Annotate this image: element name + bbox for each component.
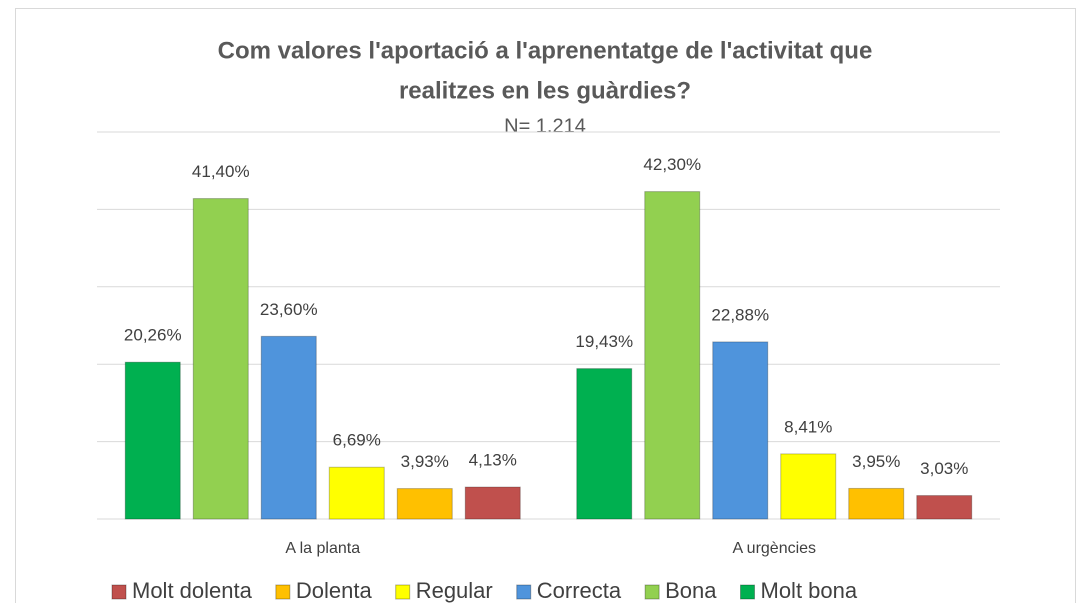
bar — [328, 466, 385, 520]
bar — [780, 453, 837, 520]
bar — [576, 368, 633, 520]
chart-title: realitzes en les guàrdies? — [399, 77, 691, 104]
data-label: 23,60% — [260, 300, 318, 319]
data-label: 41,40% — [192, 162, 250, 181]
data-label: 8,41% — [784, 417, 832, 436]
legend-label: Correcta — [537, 578, 622, 603]
data-label: 22,88% — [711, 305, 769, 324]
bar — [192, 198, 249, 520]
chart-title: Com valores l'aportació a l'aprenentatge… — [218, 37, 873, 64]
legend-swatch — [275, 584, 291, 600]
bar — [124, 361, 181, 520]
data-label: 3,95% — [852, 452, 900, 471]
bar — [644, 191, 701, 520]
legend-label: Molt bona — [761, 578, 858, 603]
bar — [848, 487, 905, 520]
data-label: 20,26% — [124, 326, 182, 345]
data-label: 19,43% — [575, 332, 633, 351]
bar — [712, 341, 769, 520]
bar — [396, 488, 453, 520]
bar — [916, 495, 973, 520]
x-tick-label: A urgències — [732, 540, 816, 557]
bar — [260, 335, 317, 520]
legend-label: Bona — [665, 578, 717, 603]
legend-label: Molt dolenta — [132, 578, 253, 603]
data-label: 4,13% — [469, 451, 517, 470]
legend-label: Regular — [416, 578, 493, 603]
legend-swatch — [395, 584, 411, 600]
x-tick-label: A la planta — [285, 540, 360, 557]
bar — [464, 486, 521, 520]
legend-swatch — [644, 584, 660, 600]
data-label: 42,30% — [643, 155, 701, 174]
data-label: 6,69% — [333, 431, 381, 450]
legend-swatch — [740, 584, 755, 600]
legend-label: Dolenta — [296, 578, 373, 603]
data-label: 3,03% — [920, 459, 968, 478]
legend-swatch — [516, 584, 532, 600]
chart-subtitle: N= 1.214 — [504, 115, 586, 137]
data-label: 3,93% — [401, 452, 449, 471]
legend-swatch — [111, 584, 127, 600]
